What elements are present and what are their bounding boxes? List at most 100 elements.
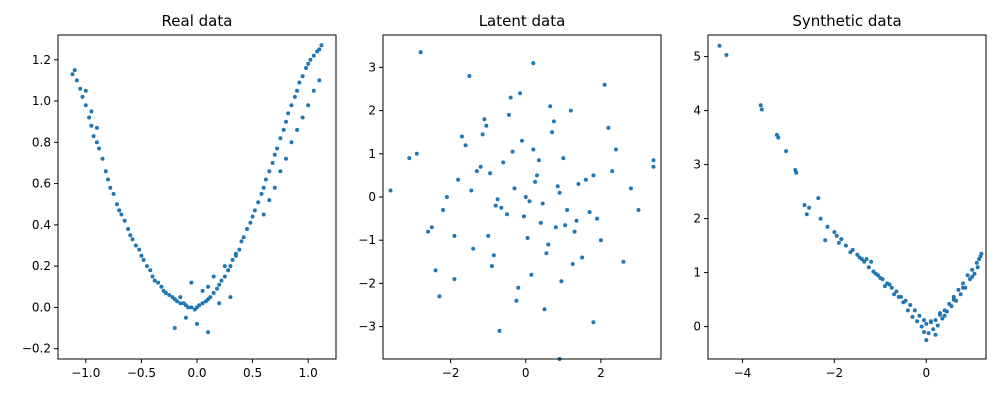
data-point <box>278 136 283 141</box>
data-point <box>292 94 297 99</box>
data-point <box>521 214 526 219</box>
data-point <box>873 271 878 276</box>
data-point <box>256 200 261 205</box>
data-point <box>295 127 300 132</box>
x-tick-label: 2 <box>597 366 605 380</box>
data-point <box>961 281 965 286</box>
data-point <box>300 74 305 79</box>
data-point <box>178 301 183 306</box>
data-point <box>882 284 887 289</box>
data-point <box>508 95 513 100</box>
data-point <box>574 218 579 223</box>
data-point <box>311 88 316 93</box>
y-tick-label: 1.0 <box>32 94 51 108</box>
data-point <box>284 119 288 124</box>
x-tick-label: −1.0 <box>71 366 100 380</box>
data-point <box>467 74 472 78</box>
data-point <box>935 323 940 328</box>
data-point <box>87 115 92 120</box>
x-tick-label: −2 <box>442 366 460 380</box>
data-point <box>970 274 975 279</box>
data-point <box>228 295 233 300</box>
data-point <box>794 170 799 175</box>
data-point <box>211 274 216 279</box>
data-point <box>807 205 812 210</box>
data-point <box>217 282 222 287</box>
x-tick-label: 0 <box>522 366 530 380</box>
data-point <box>433 268 438 273</box>
y-tick-label: 1 <box>368 147 376 161</box>
data-point <box>297 80 302 85</box>
data-point <box>944 309 949 314</box>
data-point <box>289 140 294 145</box>
data-point <box>837 240 841 245</box>
data-point <box>869 259 874 264</box>
data-point <box>418 50 423 55</box>
data-point <box>126 227 131 231</box>
x-tick-label: 0.5 <box>243 366 262 380</box>
chart-title: Latent data <box>479 12 566 30</box>
data-point <box>651 164 656 169</box>
data-point <box>855 252 860 257</box>
data-point <box>958 292 963 297</box>
data-point <box>97 146 102 151</box>
data-point <box>922 318 926 323</box>
data-point <box>610 169 615 174</box>
data-point <box>548 104 553 109</box>
data-point <box>915 319 920 324</box>
x-tick-label: −4 <box>734 366 752 380</box>
y-tick-label: 3 <box>693 158 701 172</box>
data-point <box>928 319 933 324</box>
data-point <box>74 78 79 83</box>
data-point <box>108 185 113 190</box>
data-point <box>133 243 138 248</box>
data-point <box>206 284 211 289</box>
data-point <box>463 143 468 148</box>
data-point <box>901 300 906 305</box>
data-point <box>172 326 177 330</box>
data-point <box>555 184 560 189</box>
data-point <box>919 324 924 329</box>
data-point <box>495 197 500 202</box>
data-point <box>284 156 288 161</box>
y-tick-label: 4 <box>693 104 701 118</box>
data-point <box>78 86 83 91</box>
data-point <box>894 289 899 294</box>
data-point <box>540 201 545 206</box>
y-tick-label: 2 <box>693 212 701 226</box>
data-point <box>550 130 555 135</box>
data-point <box>636 208 641 212</box>
data-point <box>111 191 116 196</box>
y-tick-label: −1 <box>358 233 376 247</box>
data-point <box>949 304 954 309</box>
data-point <box>148 268 153 273</box>
data-point <box>219 278 224 283</box>
data-point <box>480 132 485 137</box>
data-point <box>576 182 581 186</box>
data-point <box>250 214 255 219</box>
data-point <box>758 103 763 108</box>
data-point <box>263 177 268 182</box>
data-point <box>531 147 536 152</box>
data-point <box>516 285 521 290</box>
data-point <box>91 134 96 139</box>
x-tick-label: 0.0 <box>187 366 206 380</box>
data-point <box>933 332 938 337</box>
data-point <box>407 156 412 161</box>
data-point <box>910 314 915 319</box>
data-point <box>591 320 596 325</box>
y-tick-label: 0.8 <box>32 135 51 149</box>
data-point <box>222 264 227 269</box>
data-point <box>583 177 588 182</box>
data-point <box>114 202 119 207</box>
data-point <box>261 212 266 217</box>
chart-panel-1: −1.0 −0.5 0.0 0.5 1.0 −0.2 0.0 0.2 0.4 0.6 0.8 1.0 1… <box>22 12 337 380</box>
data-point <box>70 72 75 77</box>
data-point <box>230 257 235 262</box>
data-point <box>802 203 807 208</box>
data-point <box>252 208 257 213</box>
data-point <box>961 285 965 290</box>
data-point <box>248 220 253 225</box>
data-point <box>972 271 977 276</box>
data-point <box>518 91 523 96</box>
